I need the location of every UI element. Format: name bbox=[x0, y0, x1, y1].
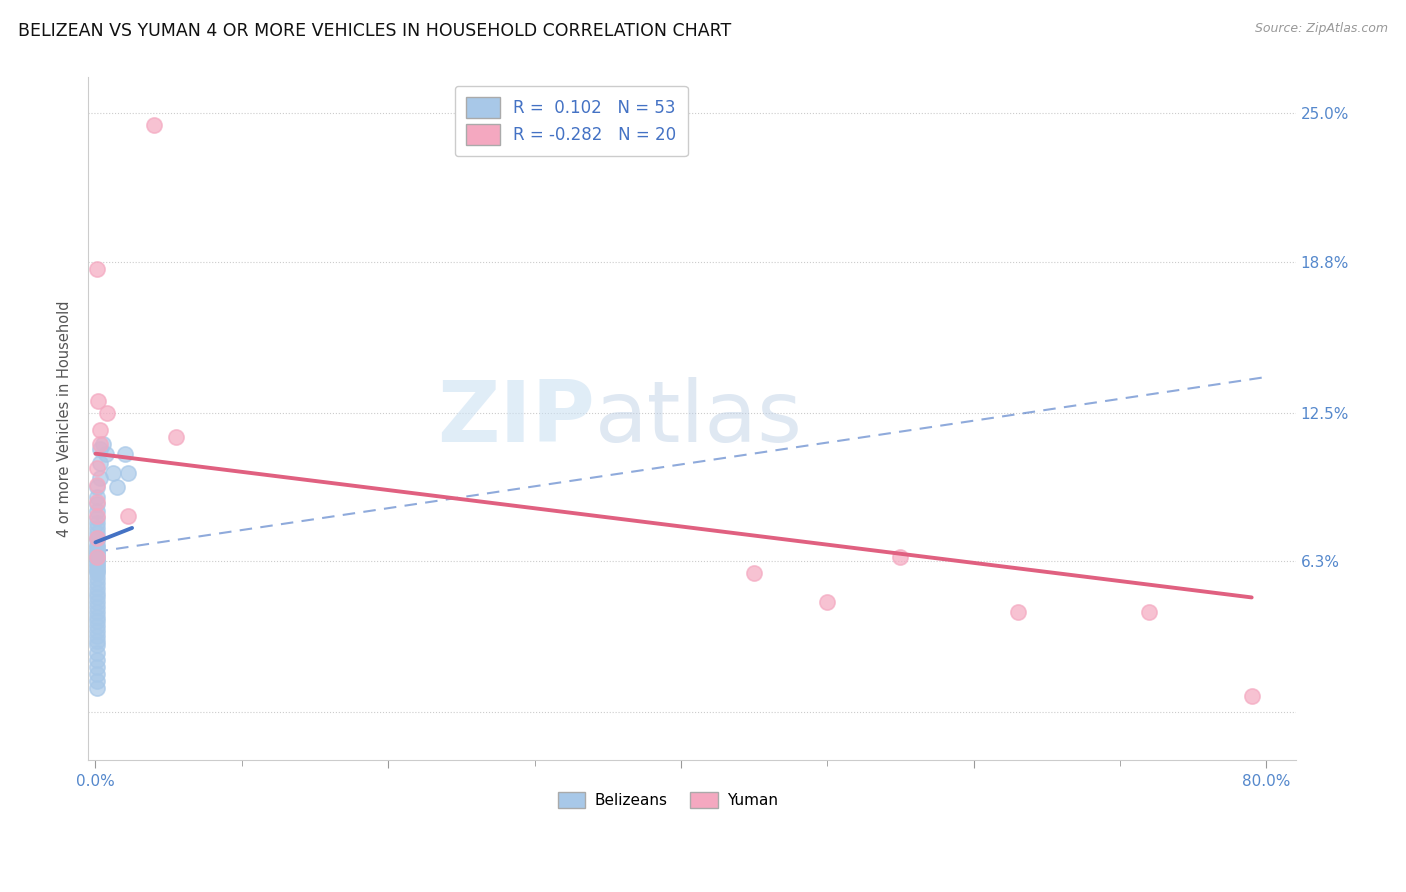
Point bbox=[91, 437, 114, 451]
Point bbox=[143, 119, 166, 133]
Point bbox=[86, 542, 108, 557]
Point bbox=[86, 681, 108, 696]
Point bbox=[86, 674, 108, 689]
Point bbox=[94, 447, 117, 461]
Point bbox=[117, 508, 139, 523]
Point bbox=[86, 521, 108, 535]
Point bbox=[86, 619, 108, 633]
Point bbox=[742, 566, 765, 581]
Point bbox=[86, 478, 108, 492]
Text: Source: ZipAtlas.com: Source: ZipAtlas.com bbox=[1254, 22, 1388, 36]
Point bbox=[86, 540, 108, 554]
Point bbox=[86, 531, 108, 545]
Point bbox=[86, 562, 108, 576]
Point bbox=[86, 516, 108, 530]
Y-axis label: 4 or more Vehicles in Household: 4 or more Vehicles in Household bbox=[58, 301, 72, 537]
Point bbox=[86, 552, 108, 566]
Point bbox=[165, 430, 187, 444]
Point bbox=[101, 466, 124, 480]
Point bbox=[89, 423, 111, 437]
Point bbox=[86, 576, 108, 591]
Point bbox=[86, 533, 108, 547]
Point bbox=[89, 437, 111, 451]
Legend: Belizeans, Yuman: Belizeans, Yuman bbox=[551, 786, 785, 814]
Point bbox=[86, 605, 108, 619]
Text: ZIP: ZIP bbox=[437, 377, 595, 460]
Point bbox=[86, 667, 108, 681]
Point bbox=[86, 653, 108, 667]
Point bbox=[86, 571, 108, 585]
Point bbox=[86, 646, 108, 660]
Point bbox=[96, 406, 118, 420]
Point bbox=[117, 466, 139, 480]
Point bbox=[86, 595, 108, 609]
Point bbox=[86, 615, 108, 629]
Point bbox=[86, 531, 108, 545]
Point bbox=[86, 629, 108, 643]
Point bbox=[86, 461, 108, 475]
Point bbox=[86, 633, 108, 648]
Point bbox=[86, 545, 108, 559]
Point bbox=[86, 585, 108, 599]
Point bbox=[1137, 605, 1160, 619]
Point bbox=[89, 442, 111, 456]
Point bbox=[86, 591, 108, 605]
Point bbox=[86, 538, 108, 552]
Point bbox=[86, 504, 108, 518]
Point bbox=[1007, 605, 1029, 619]
Point bbox=[86, 497, 108, 511]
Point bbox=[86, 638, 108, 652]
Point bbox=[86, 494, 108, 508]
Point bbox=[86, 609, 108, 624]
Point bbox=[889, 549, 911, 564]
Point bbox=[86, 581, 108, 595]
Point bbox=[86, 490, 108, 504]
Text: BELIZEAN VS YUMAN 4 OR MORE VEHICLES IN HOUSEHOLD CORRELATION CHART: BELIZEAN VS YUMAN 4 OR MORE VEHICLES IN … bbox=[18, 22, 731, 40]
Point bbox=[86, 262, 108, 277]
Point bbox=[86, 559, 108, 574]
Point bbox=[86, 511, 108, 525]
Point bbox=[89, 470, 111, 484]
Point bbox=[86, 525, 108, 540]
Point bbox=[86, 480, 108, 494]
Point bbox=[86, 557, 108, 571]
Point bbox=[86, 554, 108, 568]
Point bbox=[86, 508, 108, 523]
Point bbox=[114, 447, 136, 461]
Point bbox=[86, 624, 108, 638]
Point bbox=[107, 480, 129, 494]
Point bbox=[86, 549, 108, 564]
Point bbox=[86, 549, 108, 564]
Point bbox=[86, 566, 108, 581]
Point bbox=[89, 456, 111, 470]
Point bbox=[86, 564, 108, 578]
Point bbox=[86, 547, 108, 561]
Point bbox=[1240, 689, 1263, 703]
Point bbox=[87, 393, 110, 408]
Point bbox=[815, 595, 838, 609]
Text: atlas: atlas bbox=[595, 377, 803, 460]
Point bbox=[86, 660, 108, 674]
Point bbox=[86, 600, 108, 615]
